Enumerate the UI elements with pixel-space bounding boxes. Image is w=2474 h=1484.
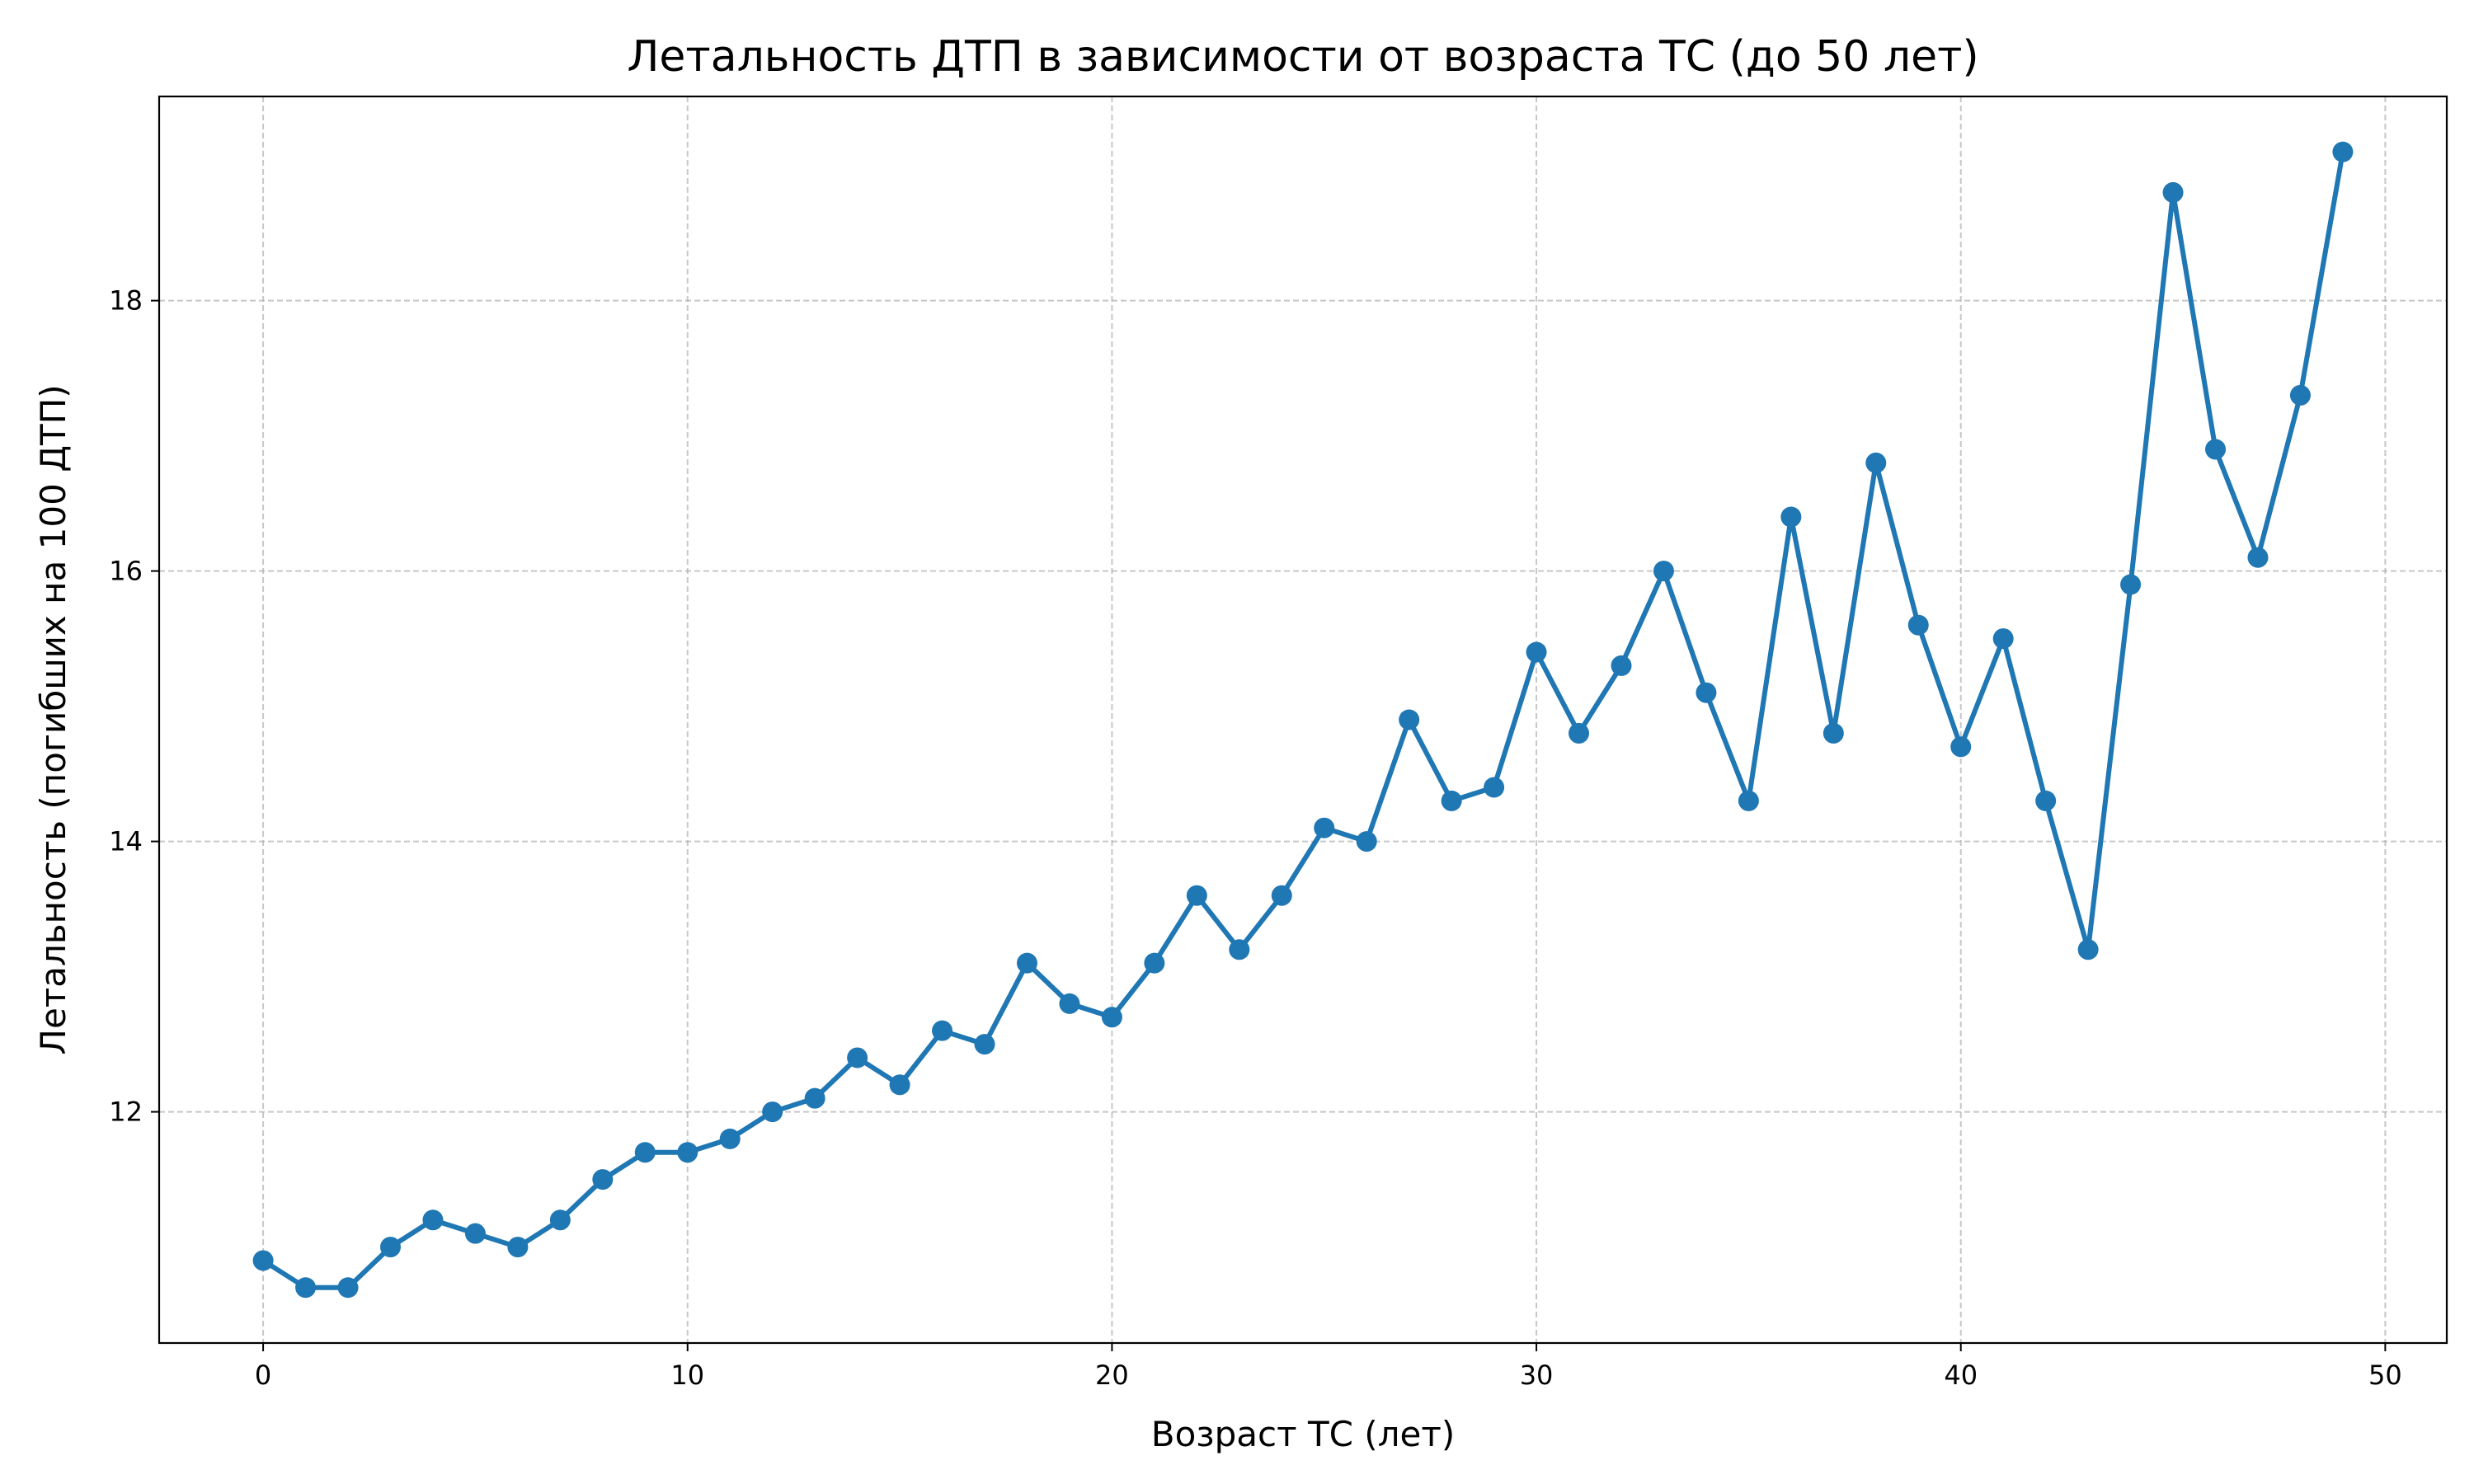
data-point	[1144, 952, 1165, 974]
data-point	[2289, 384, 2311, 406]
data-point	[2205, 439, 2227, 460]
data-point	[337, 1277, 359, 1298]
data-point	[1059, 993, 1080, 1014]
grid-lines	[159, 96, 2447, 1343]
data-point	[2035, 790, 2057, 811]
data-point	[1271, 885, 1292, 906]
data-point	[974, 1034, 995, 1055]
data-point	[507, 1237, 529, 1258]
axis-ticks: 0 10 20 30 40 50 12 14 16 18	[109, 285, 2401, 1391]
x-tick-label: 40	[1944, 1360, 1978, 1391]
data-point	[847, 1047, 868, 1068]
data-point	[1865, 452, 1887, 473]
data-point	[1950, 736, 1972, 758]
data-point	[2247, 547, 2269, 568]
data-point	[1526, 641, 1547, 663]
data-point	[1186, 885, 1207, 906]
y-axis-label: Летальность (погибших на 100 ДТП)	[33, 384, 73, 1054]
data-point	[932, 1020, 953, 1041]
data-point	[1653, 561, 1674, 582]
data-point	[549, 1209, 571, 1231]
data-point	[2120, 574, 2142, 595]
chart-title: Летальность ДТП в зависимости от возраст…	[627, 32, 1978, 82]
data-point	[252, 1250, 274, 1271]
data-point	[1823, 722, 1844, 744]
data-point	[1314, 817, 1335, 838]
y-tick-label: 16	[109, 556, 143, 587]
data-point	[295, 1277, 317, 1298]
data-point	[2162, 181, 2184, 203]
plot-area-frame	[158, 95, 2448, 1345]
x-tick-label: 10	[670, 1360, 704, 1391]
data-point	[379, 1237, 401, 1258]
data-point	[1229, 939, 1250, 960]
data-point	[1696, 682, 1717, 703]
data-point	[1907, 614, 1929, 636]
data-point	[422, 1209, 444, 1231]
data-point	[634, 1142, 656, 1163]
x-tick-label: 30	[1520, 1360, 1554, 1391]
data-point	[1441, 790, 1462, 811]
data-point	[1992, 628, 2014, 650]
data-point	[804, 1087, 825, 1109]
data-point	[2077, 939, 2099, 960]
data-point	[1356, 831, 1377, 852]
data-point	[1780, 506, 1802, 528]
data-point	[677, 1142, 698, 1163]
data-point	[1484, 777, 1505, 798]
data-point	[719, 1128, 741, 1149]
data-point	[1738, 790, 1759, 811]
data-point	[1569, 722, 1590, 744]
y-tick-label: 14	[109, 826, 143, 857]
data-point	[464, 1223, 486, 1244]
data-point	[1399, 709, 1420, 730]
data-point	[762, 1101, 783, 1123]
x-tick-label: 0	[255, 1360, 271, 1391]
data-point	[889, 1074, 910, 1096]
x-axis-label: Возраст ТС (лет)	[1151, 1414, 1455, 1454]
data-series	[252, 141, 2354, 1298]
y-tick-label: 18	[109, 285, 143, 317]
data-point	[2332, 141, 2354, 162]
x-tick-label: 50	[2368, 1360, 2402, 1391]
x-tick-label: 20	[1095, 1360, 1129, 1391]
y-tick-label: 12	[109, 1097, 143, 1128]
data-point	[1016, 952, 1037, 974]
data-point	[1611, 655, 1632, 676]
data-point	[592, 1169, 614, 1190]
data-point	[1101, 1007, 1122, 1028]
